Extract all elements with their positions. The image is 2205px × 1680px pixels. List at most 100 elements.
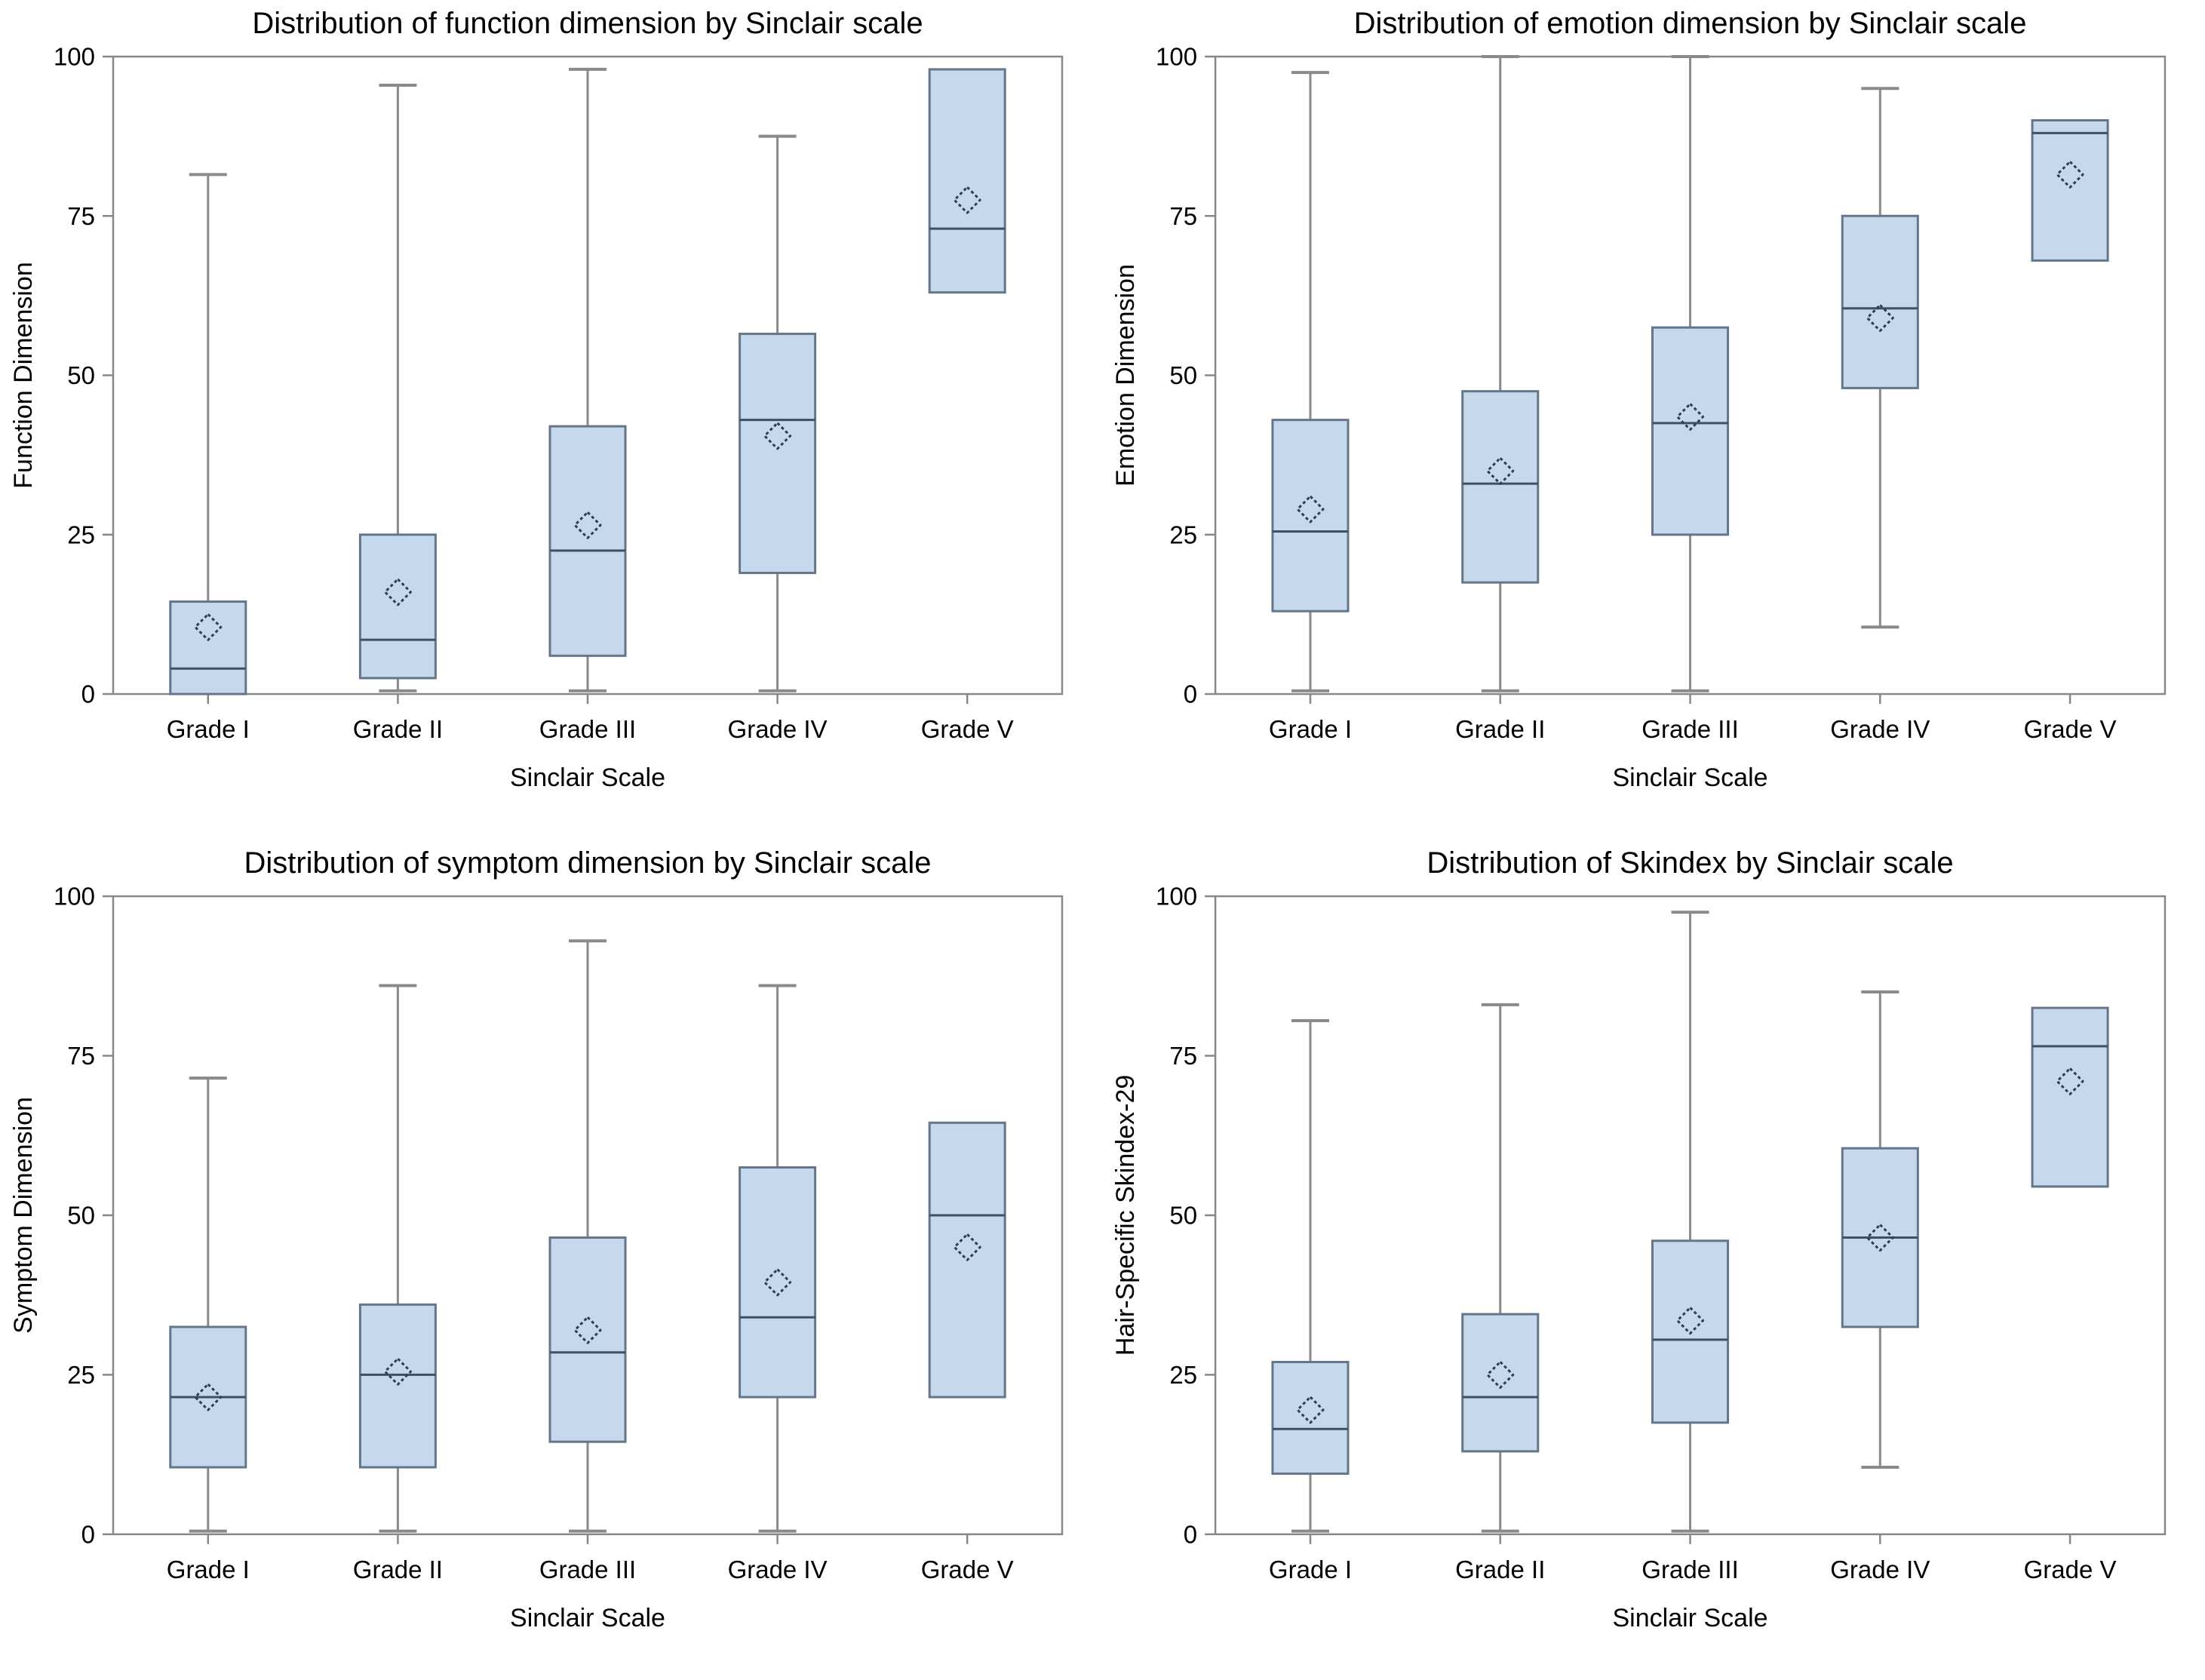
mean-marker — [2056, 1067, 2084, 1095]
box-group-grade-v: Grade V — [921, 68, 1014, 743]
box-group-grade-v: Grade V — [921, 1121, 1014, 1583]
mean-marker — [1676, 402, 1705, 431]
iqr-box — [2031, 1006, 2109, 1188]
iqr-box — [1271, 1360, 1350, 1475]
x-axis-label: Sinclair Scale — [1613, 1604, 1768, 1632]
mean-marker — [383, 1357, 412, 1386]
y-tick-label: 25 — [67, 1361, 95, 1389]
x-tick-label: Grade II — [353, 715, 443, 743]
iqr-box — [739, 333, 817, 574]
iqr-box — [1651, 326, 1730, 536]
x-axis-label: Sinclair Scale — [510, 1604, 665, 1632]
panel-function-dimension: Distribution of function dimension by Si… — [0, 0, 1102, 840]
iqr-box — [1841, 214, 1919, 389]
box-group-grade-iii: Grade III — [539, 939, 636, 1583]
y-tick-label: 0 — [81, 1520, 95, 1548]
y-tick-label: 25 — [1169, 521, 1197, 548]
box-group-grade-v: Grade V — [2024, 119, 2117, 743]
box-group-grade-ii: Grade II — [1455, 1003, 1545, 1583]
iqr-box — [1651, 1239, 1730, 1424]
y-axis-label: Emotion Dimension — [1111, 264, 1140, 487]
panel-title: Distribution of symptom dimension by Sin… — [244, 846, 931, 880]
mean-marker — [1486, 1360, 1515, 1389]
mean-marker — [763, 1268, 792, 1297]
box-group-grade-ii: Grade II — [353, 984, 443, 1583]
box-group-grade-ii: Grade II — [1455, 55, 1545, 743]
iqr-box — [1271, 419, 1350, 613]
iqr-box — [548, 425, 627, 657]
mean-marker — [1676, 1306, 1705, 1335]
x-tick-label: Grade V — [2024, 715, 2117, 743]
x-tick-label: Grade III — [1641, 715, 1738, 743]
y-tick-label: 50 — [67, 1201, 95, 1229]
boxplot-skindex: Distribution of Skindex by Sinclair scal… — [1111, 846, 2167, 1632]
mean-marker — [194, 1383, 223, 1411]
x-tick-label: Grade IV — [728, 1556, 828, 1583]
y-tick-label: 100 — [54, 43, 95, 71]
x-tick-label: Grade III — [539, 715, 636, 743]
boxplot-symptom-dimension: Distribution of symptom dimension by Sin… — [9, 846, 1064, 1632]
panel-symptom-dimension: Distribution of symptom dimension by Sin… — [0, 840, 1102, 1680]
iqr-box — [358, 533, 437, 680]
y-tick-label: 50 — [67, 361, 95, 389]
box-group-grade-v: Grade V — [2024, 1006, 2117, 1583]
box-group-grade-iv: Grade IV — [1830, 87, 1930, 743]
box-group-grade-iv: Grade IV — [728, 134, 828, 743]
x-tick-label: Grade I — [1269, 1556, 1352, 1583]
mean-marker — [953, 186, 981, 214]
y-tick-label: 25 — [1169, 1361, 1197, 1389]
y-tick-label: 100 — [1156, 883, 1197, 911]
iqr-box — [358, 1303, 437, 1469]
y-axis-label: Function Dimension — [9, 262, 38, 488]
y-tick-label: 0 — [81, 680, 95, 708]
iqr-box — [169, 600, 247, 696]
mean-marker — [383, 578, 412, 607]
x-tick-label: Grade V — [2024, 1556, 2117, 1583]
y-tick-label: 100 — [54, 883, 95, 911]
x-axis-label: Sinclair Scale — [510, 763, 665, 792]
x-tick-label: Grade I — [167, 1556, 250, 1583]
y-tick-label: 50 — [1169, 1202, 1197, 1230]
x-tick-label: Grade II — [353, 1556, 443, 1583]
panel-skindex: Distribution of Skindex by Sinclair scal… — [1102, 840, 2205, 1680]
box-group-grade-ii: Grade II — [353, 84, 443, 743]
box-group-grade-i: Grade I — [1269, 71, 1352, 743]
boxplot-function-dimension: Distribution of function dimension by Si… — [9, 7, 1064, 792]
x-tick-label: Grade II — [1455, 715, 1545, 743]
mean-marker — [573, 1316, 602, 1344]
panel-title: Distribution of Skindex by Sinclair scal… — [1426, 846, 1953, 880]
iqr-box — [1461, 390, 1540, 584]
x-tick-label: Grade II — [1455, 1556, 1545, 1583]
panel-title: Distribution of emotion dimension by Sin… — [1354, 7, 2027, 40]
y-axis-label: Hair-Specific Skindex-29 — [1111, 1075, 1140, 1356]
mean-marker — [953, 1233, 981, 1261]
y-tick-label: 0 — [1184, 680, 1197, 708]
y-tick-label: 75 — [1169, 202, 1197, 230]
box-group-grade-iii: Grade III — [1641, 911, 1739, 1583]
x-axis-label: Sinclair Scale — [1613, 763, 1768, 792]
mean-marker — [1866, 1224, 1894, 1252]
x-tick-label: Grade I — [1269, 715, 1352, 743]
mean-marker — [194, 613, 223, 641]
boxplot-emotion-dimension: Distribution of emotion dimension by Sin… — [1111, 7, 2167, 792]
x-tick-label: Grade III — [1641, 1556, 1738, 1583]
panel-emotion-dimension: Distribution of emotion dimension by Sin… — [1102, 0, 2205, 840]
x-tick-label: Grade IV — [1830, 1556, 1930, 1583]
box-group-grade-iii: Grade III — [539, 67, 636, 743]
iqr-box — [1461, 1313, 1540, 1453]
iqr-box — [2031, 119, 2109, 262]
y-tick-label: 75 — [67, 1042, 95, 1070]
mean-marker — [1296, 1396, 1325, 1424]
x-tick-label: Grade IV — [728, 715, 828, 743]
y-tick-label: 50 — [1169, 361, 1197, 389]
panel-title: Distribution of function dimension by Si… — [252, 7, 923, 40]
box-group-grade-iii: Grade III — [1641, 55, 1739, 743]
box-group-grade-i: Grade I — [167, 1076, 250, 1583]
y-tick-label: 75 — [1169, 1042, 1197, 1070]
mean-marker — [1486, 456, 1515, 485]
iqr-box — [928, 68, 1006, 294]
y-tick-label: 25 — [67, 521, 95, 548]
box-group-grade-i: Grade I — [1269, 1018, 1352, 1583]
mean-marker — [1866, 303, 1894, 332]
iqr-box — [548, 1236, 627, 1443]
